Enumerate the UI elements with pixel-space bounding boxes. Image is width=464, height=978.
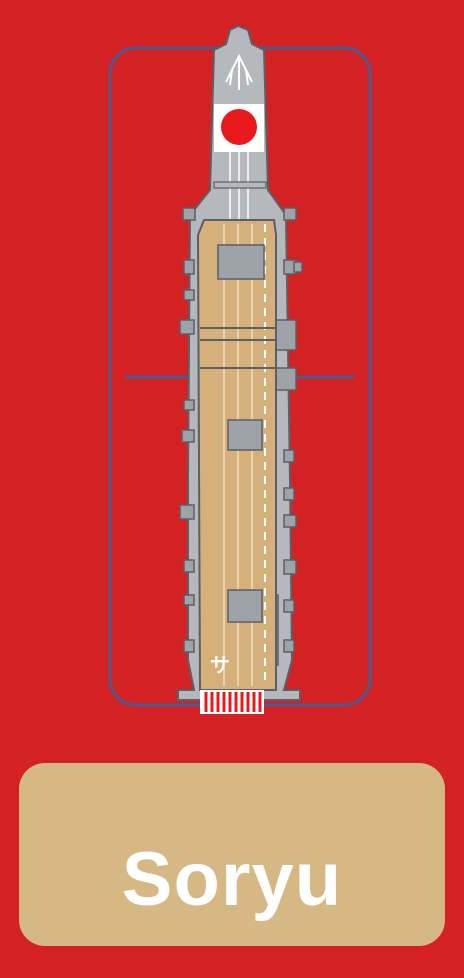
ship-name-panel: Soryu (19, 763, 445, 946)
elevator-aft (227, 589, 263, 623)
ship-illustration: サ (108, 24, 372, 714)
rising-sun-icon (221, 109, 257, 145)
arrow-up-icon (225, 53, 253, 90)
ship-name: Soryu (121, 837, 343, 922)
flight-deck (196, 219, 277, 691)
hull-marking: サ (210, 653, 230, 677)
elevator-forward (217, 244, 265, 280)
elevator-mid (227, 419, 263, 451)
